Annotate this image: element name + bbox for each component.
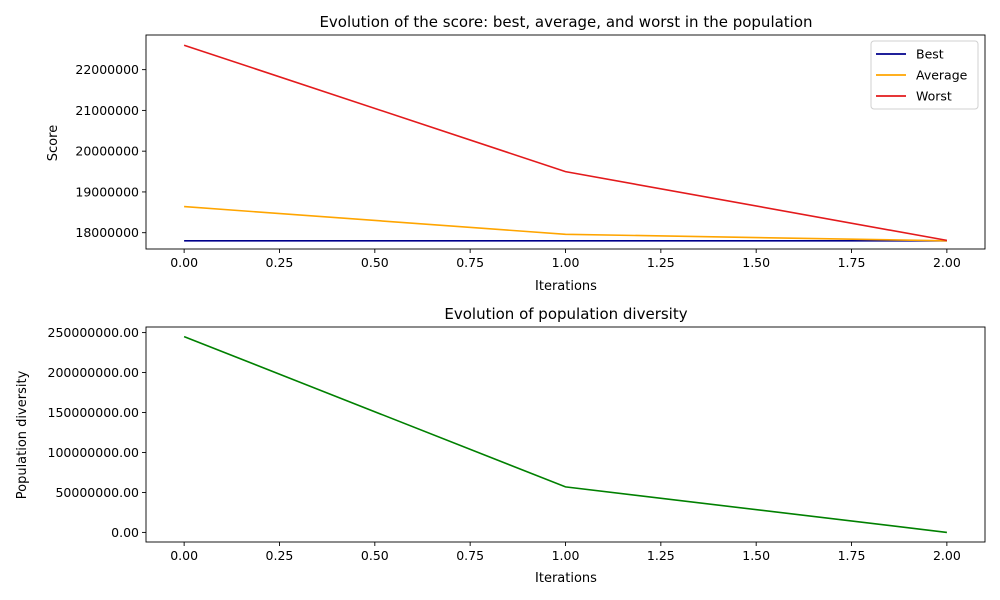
x-tick-label: 0.00 [170,548,198,563]
x-tick-label: 1.50 [742,548,770,563]
x-tick-label: 1.75 [838,255,866,270]
chart-title: Evolution of population diversity [444,305,687,323]
x-tick-label: 0.50 [361,548,389,563]
worst-series-line [183,44,948,242]
average-series-line [184,205,947,242]
plot-area: 0.00 0.25 0.50 0.75 1.00 1.25 1.50 1.75 2.00 1800… [75,34,986,270]
y-tick-label: 50000000.00 [55,485,139,500]
x-tick-label: 2.00 [933,548,961,563]
y-tick-label: 150000000.00 [48,405,140,420]
x-axis-label: Iterations [535,279,597,294]
y-tick-label: 200000000.00 [48,365,140,380]
legend: Best Average Worst [870,40,979,110]
score-chart: Evolution of the score: best, average, a… [46,13,986,294]
x-tick-label: 0.00 [170,255,198,270]
x-tick-label: 0.25 [266,255,294,270]
legend-label-best: Best [916,47,944,62]
x-tick-label: 0.75 [456,548,484,563]
x-tick-label: 1.00 [552,255,580,270]
chart-title: Evolution of the score: best, average, a… [319,13,812,31]
y-tick-label: 100000000.00 [48,445,140,460]
legend-label-average: Average [916,68,968,83]
legend-box [870,40,979,110]
y-tick-label: 250000000.00 [48,325,140,340]
y-tick-label: 0.00 [111,525,139,540]
legend-label-worst: Worst [916,89,952,104]
x-tick-label: 1.50 [742,255,770,270]
axes-frame [145,326,986,543]
x-tick-label: 0.25 [266,548,294,563]
x-tick-label: 1.25 [647,548,675,563]
diversity-series-line [183,335,947,534]
y-axis-label: Score [46,125,61,161]
y-axis-label: Population diversity [15,370,30,499]
plot-area: 0.00 0.25 0.50 0.75 1.00 1.25 1.50 1.75 2.00 0.00… [48,325,986,563]
x-axis-label: Iterations [535,571,597,586]
y-tick-label: 22000000 [75,62,139,77]
diversity-chart: Evolution of population diversity Iterat… [15,305,986,586]
x-tick-label: 0.75 [456,255,484,270]
y-tick-label: 19000000 [75,184,139,199]
x-tick-label: 1.25 [647,255,675,270]
axes-frame [145,34,986,250]
x-tick-label: 1.00 [552,548,580,563]
y-tick-label: 20000000 [75,144,139,159]
x-tick-label: 2.00 [933,255,961,270]
x-tick-label: 1.75 [838,548,866,563]
x-tick-label: 0.50 [361,255,389,270]
y-tick-label: 18000000 [75,225,139,240]
y-tick-label: 21000000 [75,103,139,118]
